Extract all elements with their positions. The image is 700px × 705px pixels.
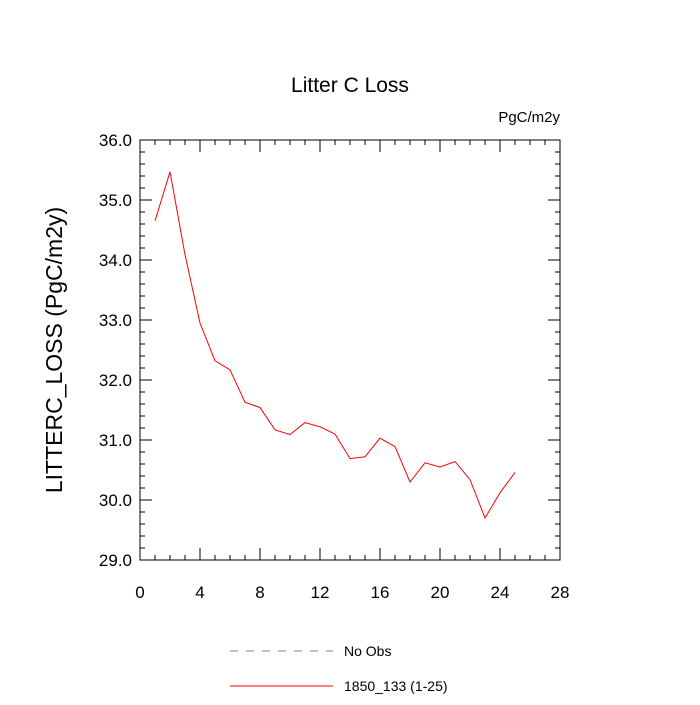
y-tick-label: 35.0 — [99, 191, 132, 210]
y-tick-label: 30.0 — [99, 491, 132, 510]
chart-title: Litter C Loss — [291, 74, 409, 97]
axis-tick-labels: 0 4 8 12 16 20 24 28 29.0 30.0 31.0 32.0 33.0 34.0 35.… — [99, 131, 570, 602]
axis-ticks — [139, 139, 561, 561]
y-tick-label: 31.0 — [99, 431, 132, 450]
x-tick-label: 8 — [255, 583, 264, 602]
y-tick-label: 32.0 — [99, 371, 132, 390]
series-layer — [154, 171, 516, 520]
y-axis-label: LITTERC_LOSS (PgC/m2y) — [41, 207, 67, 493]
legend: No Obs 1850_133 (1-25) — [230, 643, 448, 694]
x-tick-label: 24 — [491, 583, 510, 602]
units-label: PgC/m2y — [498, 109, 560, 126]
x-tick-label: 12 — [311, 583, 330, 602]
y-tick-label: 33.0 — [99, 311, 132, 330]
x-tick-label: 0 — [135, 583, 144, 602]
x-tick-label: 4 — [195, 583, 204, 602]
legend-label: 1850_133 (1-25) — [344, 678, 448, 694]
y-tick-label: 36.0 — [99, 131, 132, 150]
y-tick-label: 29.0 — [99, 551, 132, 570]
x-tick-label: 28 — [551, 583, 570, 602]
series-line-1 — [154, 171, 516, 520]
x-tick-label: 16 — [371, 583, 390, 602]
y-tick-label: 34.0 — [99, 251, 132, 270]
x-tick-label: 20 — [431, 583, 450, 602]
legend-label: No Obs — [344, 643, 391, 659]
